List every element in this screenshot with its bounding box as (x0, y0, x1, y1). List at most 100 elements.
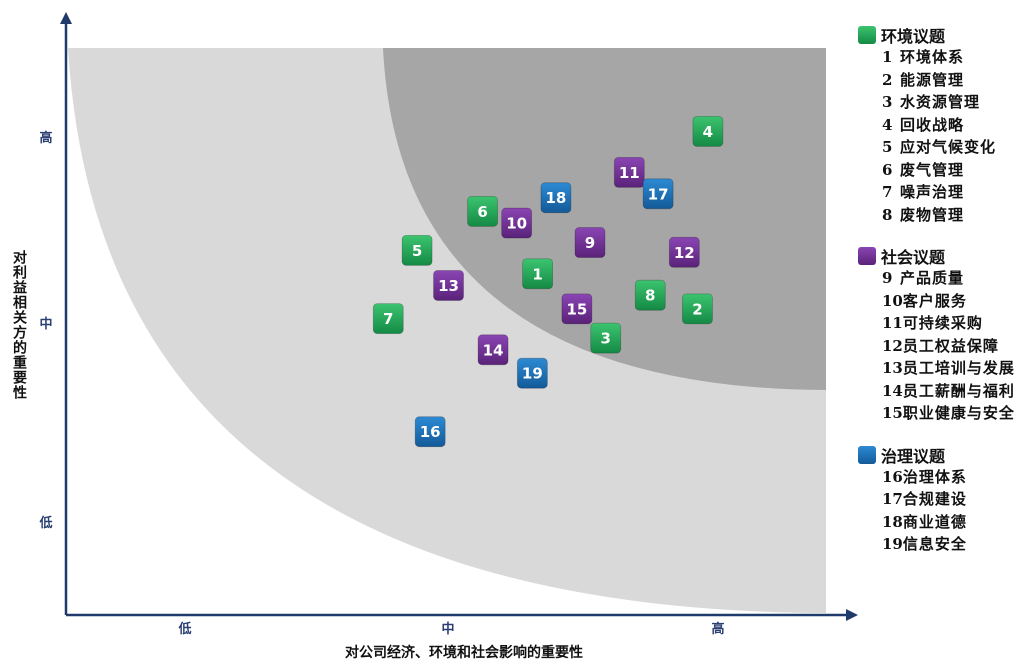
legend-item-number: 8 (882, 205, 893, 224)
data-point-marker (501, 207, 533, 239)
y-tick-label: 高 (39, 130, 52, 146)
legend-item: 7 噪声治理 (858, 181, 1035, 204)
data-point-7: 7 (372, 303, 404, 335)
legend-category-gov: 治理议题 16治理体系 17合规建设 18商业道德 19信息安全 (858, 444, 1035, 556)
data-point-12: 12 (668, 236, 700, 268)
data-point-10: 10 (501, 207, 533, 239)
data-point-label: 12 (674, 244, 695, 262)
legend-item-label: 噪声治理 (900, 183, 965, 201)
data-point-3: 3 (590, 322, 622, 354)
data-point-label: 2 (692, 300, 702, 318)
data-point-17: 17 (642, 178, 674, 210)
data-point-11: 11 (613, 156, 645, 188)
data-point-marker (668, 236, 700, 268)
legend-item-number: 3 (882, 93, 893, 111)
data-point-marker (682, 293, 713, 325)
legend-category-soc: 社会议题 9 产品质量 10客户服务 11可持续采购 12员工权益保障 13员工培训与发展… (858, 245, 1035, 425)
legend-item: 17合规建设 (858, 488, 1035, 511)
legend-item: 3 水资源管理 (858, 91, 1035, 114)
data-point-label: 11 (619, 164, 640, 182)
data-point-marker (372, 303, 404, 335)
legend-item-label: 信息安全 (902, 535, 967, 553)
data-point-label: 3 (601, 330, 611, 348)
legend-item-number: 1 (882, 48, 893, 66)
data-point-label: 13 (438, 277, 459, 295)
data-point-18: 18 (540, 182, 572, 214)
legend-item-number: 16 (882, 467, 903, 486)
data-point-marker (477, 334, 509, 366)
data-point-1: 1 (522, 258, 553, 290)
legend-item: 13员工培训与发展 (858, 357, 1035, 380)
data-point-label: 19 (522, 365, 543, 383)
data-point-marker (414, 416, 446, 448)
data-point-15: 15 (561, 293, 593, 325)
data-point-6: 6 (467, 195, 498, 227)
data-point-19: 19 (516, 357, 548, 389)
legend-item-label: 合规建设 (902, 490, 967, 508)
legend-item: 6 废气管理 (858, 159, 1035, 182)
legend-item: 8 废物管理 (858, 204, 1035, 227)
legend-item: 14员工薪酬与福利 (858, 380, 1035, 403)
purple-square-icon (858, 247, 876, 265)
legend-item-number: 5 (882, 138, 893, 156)
legend-item-number: 15 (882, 404, 903, 422)
legend-item-label: 环境体系 (900, 48, 965, 66)
data-point-marker (516, 357, 548, 389)
legend-item-label: 客户服务 (902, 291, 967, 310)
legend-item-number: 18 (882, 512, 903, 531)
x-axis (66, 609, 858, 621)
data-point-label: 17 (648, 185, 669, 203)
legend-item-number: 4 (882, 115, 893, 134)
legend-item: 11可持续采购 (858, 312, 1035, 335)
legend-item-number: 14 (882, 381, 903, 400)
materiality-matrix-chart: 低中高 高中低 对公司经济、环境和社会影响的重要性 对利益相关方的重要性 123… (11, 12, 858, 661)
green-square-icon (858, 26, 876, 44)
legend-item: 15职业健康与安全 (858, 402, 1035, 425)
legend-item-number: 17 (882, 490, 903, 508)
legend-item-label: 能源管理 (900, 70, 965, 89)
legend-item-label: 员工权益保障 (902, 336, 999, 355)
data-point-label: 15 (566, 300, 587, 318)
data-point-marker (561, 293, 593, 325)
x-tick-label: 中 (441, 621, 454, 637)
legend-item-label: 产品质量 (900, 269, 965, 287)
data-point-marker (401, 234, 433, 266)
data-point-marker (642, 178, 674, 210)
legend-item-label: 员工培训与发展 (902, 359, 1015, 377)
data-point-label: 18 (546, 189, 567, 207)
legend-item-number: 10 (882, 291, 903, 310)
legend-item: 5 应对气候变化 (858, 136, 1035, 159)
data-point-label: 14 (483, 341, 504, 359)
data-point-label: 5 (412, 242, 422, 260)
data-point-label: 4 (703, 123, 713, 141)
legend-item-number: 7 (882, 183, 893, 201)
data-point-label: 8 (645, 287, 655, 305)
data-point-13: 13 (433, 270, 464, 301)
legend-item-label: 废气管理 (900, 160, 965, 179)
legend-item-number: 6 (882, 160, 893, 179)
legend-item-label: 回收战略 (900, 115, 965, 134)
y-tick-label: 低 (38, 515, 52, 531)
data-point-marker (467, 195, 498, 227)
legend-title-env: 环境议题 (881, 27, 946, 46)
data-point-marker (522, 258, 553, 290)
legend-item-label: 员工薪酬与福利 (902, 381, 1015, 400)
x-tick-label: 低 (177, 621, 191, 637)
y-tick-label: 中 (39, 316, 52, 332)
legend-item-label: 商业道德 (902, 512, 967, 531)
data-point-label: 10 (506, 215, 527, 233)
data-point-label: 6 (477, 203, 487, 221)
data-point-4: 4 (692, 116, 724, 147)
data-point-marker (540, 182, 572, 214)
data-point-marker (692, 116, 724, 147)
legend-category-env: 环境议题 1 环境体系 2 能源管理 3 水资源管理 4 回收战略 5 应对气候变化 6 废气管理 7 噪… (858, 24, 1035, 226)
legend-item-label: 可持续采购 (902, 314, 983, 332)
legend-item-label: 应对气候变化 (900, 138, 997, 156)
legend-item: 2 能源管理 (858, 69, 1035, 92)
data-point-16: 16 (414, 416, 446, 448)
legend-item: 4 回收战略 (858, 114, 1035, 137)
legend-item-number: 19 (882, 535, 903, 553)
low-importance-zone (68, 48, 120, 610)
legend-item-number: 13 (882, 359, 903, 377)
